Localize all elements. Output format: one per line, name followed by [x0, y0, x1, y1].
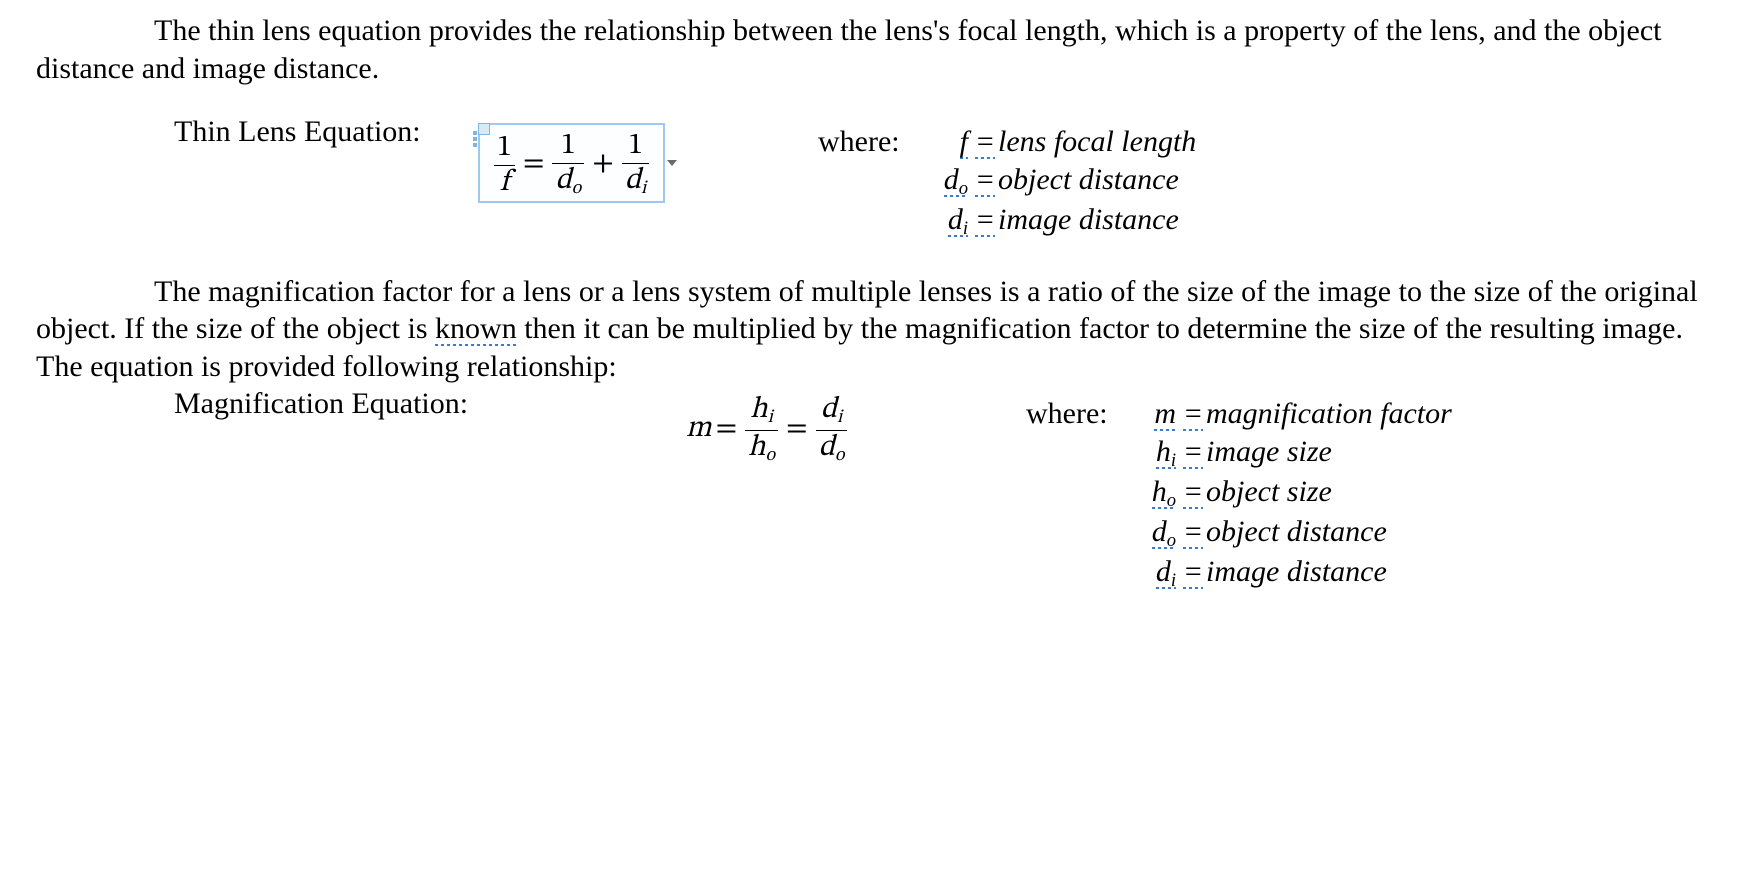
- plus-sign: +: [592, 146, 614, 184]
- numerator: 1: [494, 133, 515, 163]
- thin-lens-equation: 1 f = 1 do + 1 di: [490, 131, 653, 199]
- definition-symbol: m: [1128, 395, 1180, 433]
- denominator: do: [816, 433, 848, 466]
- equals-sign: =: [972, 201, 998, 239]
- definition-text: lens focal length: [998, 123, 1196, 161]
- denominator: do: [552, 166, 584, 199]
- thin-lens-definitions: where:f= lens focal lengthdo= object dis…: [738, 123, 1716, 241]
- definition-text: object size: [1206, 473, 1332, 511]
- equals-sign: =: [1180, 395, 1206, 433]
- equation-selection-box[interactable]: 1 f = 1 do + 1 di: [478, 123, 665, 203]
- equals-sign: =: [523, 146, 545, 184]
- magnification-equation: m = hi ho = di do: [686, 395, 851, 466]
- selection-handle-icon: [473, 131, 477, 135]
- equals-sign: =: [972, 123, 998, 161]
- numerator: hi: [747, 395, 776, 428]
- fraction-bar: [622, 163, 649, 164]
- symbol-m: m: [686, 411, 712, 449]
- equals-sign: =: [1180, 473, 1206, 511]
- definition-text: image distance: [998, 201, 1179, 239]
- equals-sign: =: [1180, 433, 1206, 471]
- fraction-di-over-do: di do: [816, 395, 848, 466]
- definition-row: where:f= lens focal length: [818, 123, 1716, 161]
- numerator: 1: [625, 131, 646, 161]
- equals-sign: =: [716, 411, 738, 449]
- definition-row: di= image distance: [818, 201, 1716, 241]
- definition-symbol: do: [920, 161, 972, 201]
- denominator: f: [497, 168, 512, 198]
- fraction-1-over-f: 1 f: [494, 133, 515, 198]
- denominator: di: [622, 166, 649, 199]
- where-label: where:: [818, 123, 920, 161]
- fraction-1-over-do: 1 do: [552, 131, 584, 199]
- magnification-row: m = hi ho = di do where:m= magnification…: [36, 395, 1716, 593]
- equals-sign: =: [1180, 513, 1206, 551]
- underlined-word-known: known: [435, 312, 517, 346]
- numerator: 1: [558, 131, 579, 161]
- definition-symbol: ho: [1128, 473, 1180, 513]
- definition-symbol: f: [920, 123, 972, 161]
- definition-text: image distance: [1206, 553, 1387, 591]
- thin-lens-equation-wrap[interactable]: 1 f = 1 do + 1 di: [478, 123, 738, 203]
- equals-sign: =: [786, 411, 808, 449]
- definition-row: di= image distance: [1026, 553, 1716, 593]
- definition-row: where:m= magnification factor: [1026, 395, 1716, 433]
- magnification-equation-wrap: m = hi ho = di do: [686, 395, 946, 466]
- fraction-bar: [494, 165, 515, 166]
- fraction-hi-over-ho: hi ho: [745, 395, 778, 466]
- fraction-bar: [745, 430, 778, 431]
- definition-symbol: di: [920, 201, 972, 241]
- definition-symbol: hi: [1128, 433, 1180, 473]
- definition-text: image size: [1206, 433, 1332, 471]
- definition-row: hi= image size: [1026, 433, 1716, 473]
- fraction-bar: [552, 163, 584, 164]
- equals-sign: =: [1180, 553, 1206, 591]
- fraction-1-over-di: 1 di: [622, 131, 649, 199]
- paragraph-intro: The thin lens equation provides the rela…: [36, 12, 1716, 87]
- magnification-definitions: where:m= magnification factorhi= image s…: [946, 395, 1716, 593]
- definition-symbol: do: [1128, 513, 1180, 553]
- paragraph-magnification: The magnification factor for a lens or a…: [36, 273, 1716, 386]
- definition-row: do= object distance: [1026, 513, 1716, 553]
- definition-text: object distance: [998, 161, 1179, 199]
- equals-sign: =: [972, 161, 998, 199]
- definition-text: magnification factor: [1206, 395, 1452, 433]
- fraction-bar: [816, 430, 848, 431]
- where-label: where:: [1026, 395, 1128, 433]
- definition-symbol: di: [1128, 553, 1180, 593]
- definition-text: object distance: [1206, 513, 1387, 551]
- numerator: di: [818, 395, 845, 428]
- document-page: The thin lens equation provides the rela…: [0, 0, 1752, 874]
- definition-row: ho= object size: [1026, 473, 1716, 513]
- definition-row: do= object distance: [818, 161, 1716, 201]
- denominator: ho: [745, 433, 778, 466]
